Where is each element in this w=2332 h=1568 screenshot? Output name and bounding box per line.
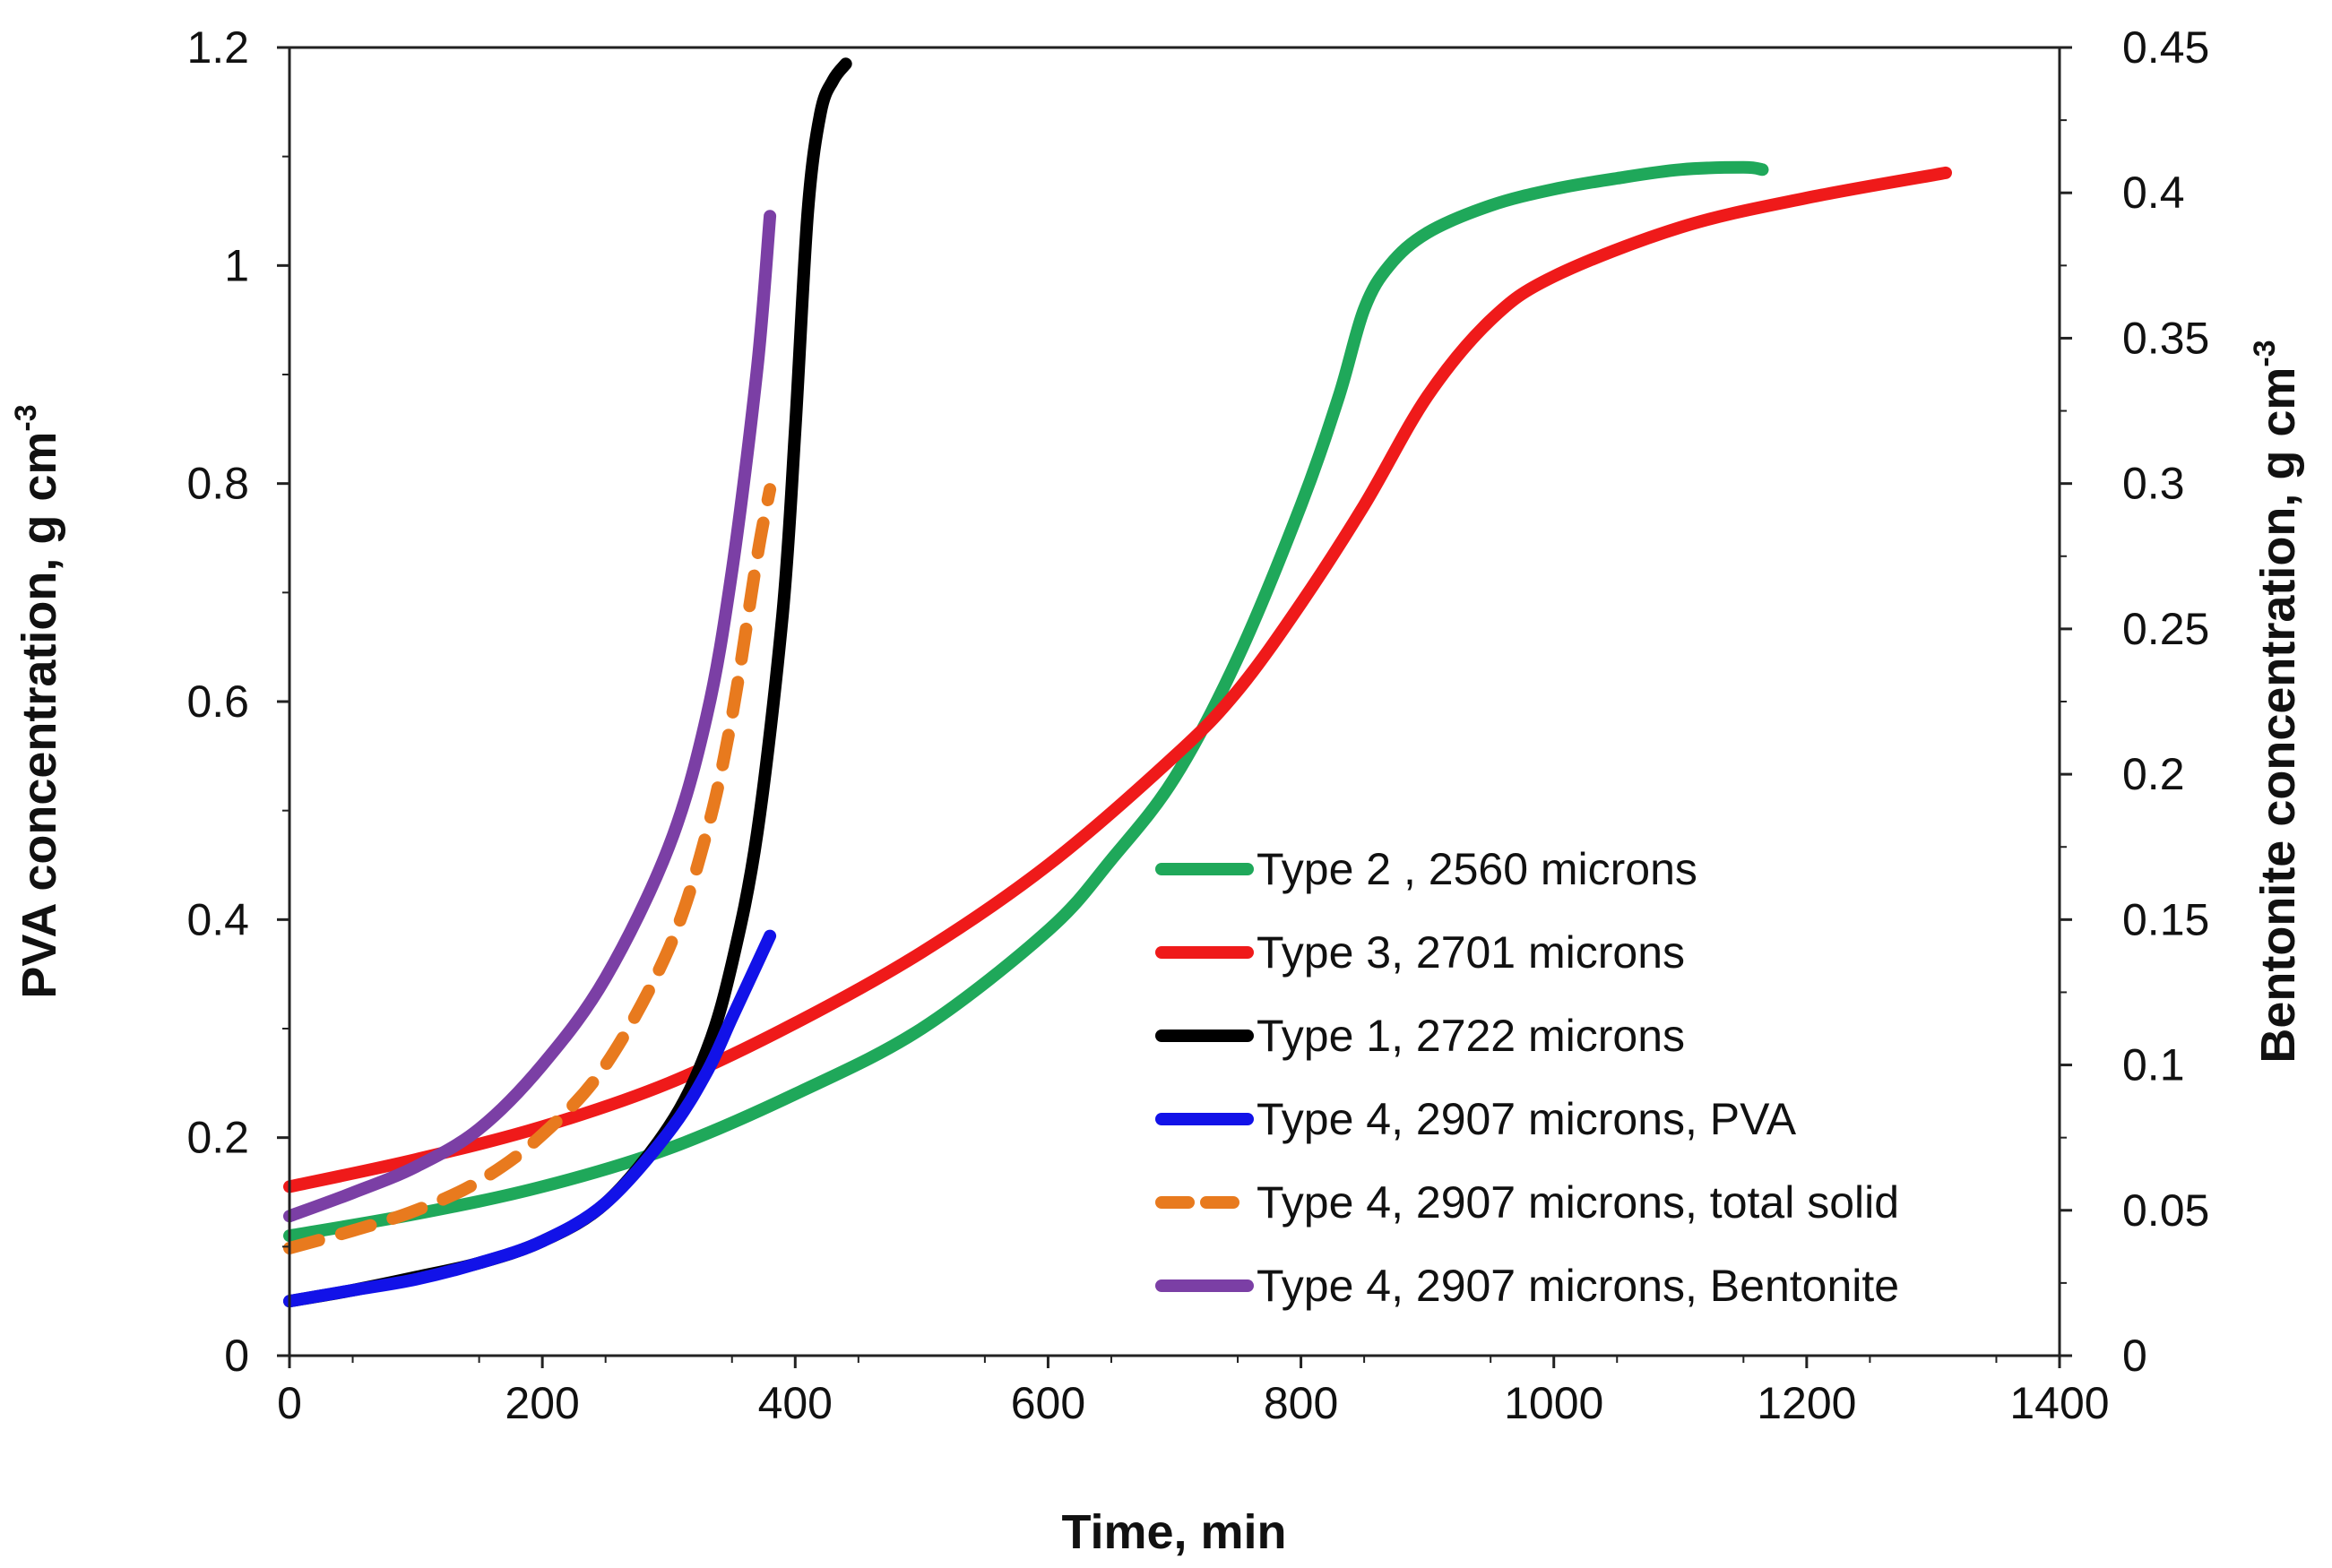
y2-axis-title-text: Bentonite concentration, g cm — [2251, 367, 2305, 1064]
y-axis-title-text: PVA concentration, g cm — [13, 432, 66, 999]
y2-tick-label: 0.2 — [2122, 749, 2185, 799]
series-line-6 — [283, 210, 777, 1223]
legend-label-6: Type 4, 2907 microns, Bentonite — [1257, 1261, 1899, 1311]
y2-tick-label: 0.3 — [2122, 459, 2185, 509]
legend-label-1: Type 2 , 2560 microns — [1257, 844, 1697, 894]
y2-tick-label: 0.4 — [2122, 168, 2185, 218]
y-tick-label: 1 — [224, 240, 249, 290]
x-axis-title: Time, min — [1061, 1505, 1286, 1559]
y2-axis-title: Bentonite concentration, g cm-3 — [2248, 340, 2305, 1063]
y-axis-title: PVA concentration, g cm-3 — [9, 404, 66, 998]
x-tick-label: 400 — [758, 1378, 833, 1428]
x-tick-label: 800 — [1264, 1378, 1338, 1428]
y2-tick-label: 0.05 — [2122, 1185, 2209, 1236]
x-tick-label: 600 — [1011, 1378, 1085, 1428]
y-tick-label: 1.2 — [186, 22, 249, 73]
y2-tick-label: 0.25 — [2122, 604, 2209, 654]
y2-axis-title-superscript: -3 — [2248, 340, 2282, 366]
series-layer — [283, 57, 1952, 1308]
series-line-4 — [283, 929, 777, 1308]
y2-tick-label: 0 — [2122, 1331, 2147, 1381]
x-tick-label: 0 — [277, 1378, 302, 1428]
y2-tick-label: 0.15 — [2122, 894, 2209, 944]
legend-label-5: Type 4, 2907 microns, total solid — [1257, 1177, 1899, 1228]
x-tick-label: 1400 — [2009, 1378, 2109, 1428]
y-tick-label: 0 — [224, 1331, 249, 1381]
series-line-2 — [283, 166, 1952, 1193]
x-tick-label: 1200 — [1757, 1378, 1856, 1428]
legend: Type 2 , 2560 microns Type 3, 2701 micron… — [1155, 844, 1899, 1311]
y-tick-label: 0.8 — [186, 459, 249, 509]
legend-label-2: Type 3, 2701 microns — [1257, 927, 1685, 978]
series-line-5 — [283, 483, 777, 1254]
series-line-1 — [283, 160, 1769, 1243]
y-tick-label: 0.4 — [186, 894, 249, 944]
y2-tick-label: 0.45 — [2122, 22, 2209, 73]
y2-tick-label: 0.35 — [2122, 313, 2209, 363]
legend-label-3: Type 1, 2722 microns — [1257, 1011, 1685, 1061]
y-axis-title-superscript: -3 — [9, 404, 43, 431]
y-tick-label: 0.2 — [186, 1113, 249, 1163]
x-tick-label: 200 — [505, 1378, 579, 1428]
legend-label-4: Type 4, 2907 microns, PVA — [1257, 1094, 1797, 1144]
y-tick-label: 0.6 — [186, 676, 249, 727]
x-tick-label: 1000 — [1504, 1378, 1603, 1428]
ticks-layer: 0 200 400 600 800 1000 1200 1400 0 0.2 0.4 0.6 0.8 1 1… — [186, 22, 2209, 1428]
y2-tick-label: 0.1 — [2122, 1040, 2185, 1090]
